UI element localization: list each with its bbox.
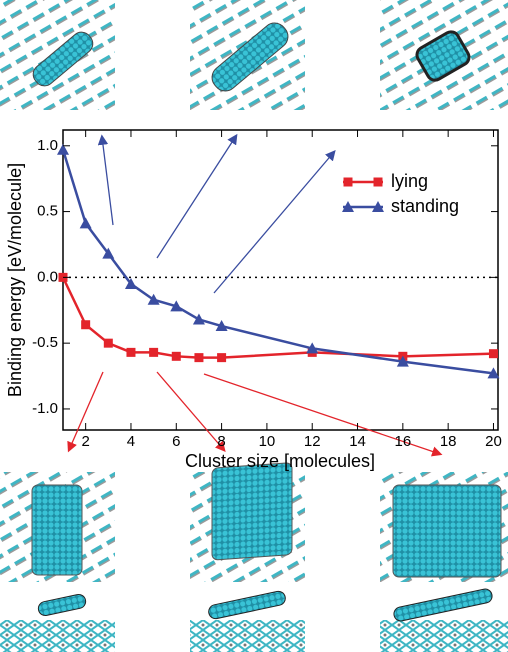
marker: [215, 320, 228, 332]
y-tick-label: 0.5: [37, 203, 58, 220]
x-tick-label: 18: [440, 433, 457, 450]
marker: [343, 177, 353, 187]
plot: lying standing: [57, 129, 500, 431]
y-tick-label: 0.0: [37, 268, 58, 285]
marker: [192, 313, 205, 325]
marker: [103, 338, 113, 348]
y-tick-label: 1.0: [37, 137, 58, 154]
marker: [217, 353, 227, 363]
marker: [306, 342, 319, 354]
marker: [124, 277, 137, 289]
marker: [373, 177, 383, 187]
bottom-images: [0, 462, 508, 652]
top-images: [0, 0, 508, 110]
marker: [81, 320, 91, 330]
x-tick-label: 4: [127, 433, 135, 450]
marker: [487, 367, 500, 379]
marker: [149, 347, 159, 357]
marker: [194, 353, 204, 363]
marker: [102, 247, 115, 259]
x-tick-label: 16: [395, 433, 412, 450]
x-tick-label: 8: [217, 433, 225, 450]
marker: [342, 201, 354, 212]
marker: [79, 217, 92, 229]
x-tick-label: 10: [259, 433, 276, 450]
x-tick-label: 20: [485, 433, 502, 450]
marker: [171, 351, 181, 361]
arrows: [67, 133, 443, 457]
marker: [147, 293, 160, 305]
marker: [372, 201, 384, 212]
marker: [396, 355, 409, 367]
x-tick-label: 12: [304, 433, 321, 450]
y-axis-label: Binding energy [eV/molecule]: [5, 163, 25, 397]
x-tick-label: 6: [172, 433, 180, 450]
x-tick-label: 14: [349, 433, 366, 450]
x-axis-label: Cluster size [molecules]: [185, 451, 375, 471]
marker: [170, 300, 183, 312]
x-tick-label: 2: [81, 433, 89, 450]
y-tick-label: -1.0: [32, 400, 58, 417]
marker: [488, 349, 498, 359]
y-tick-label: -0.5: [32, 334, 58, 351]
legend-label: lying: [391, 171, 428, 191]
legend-label: standing: [391, 196, 459, 216]
marker: [126, 347, 136, 357]
marker: [57, 143, 69, 155]
